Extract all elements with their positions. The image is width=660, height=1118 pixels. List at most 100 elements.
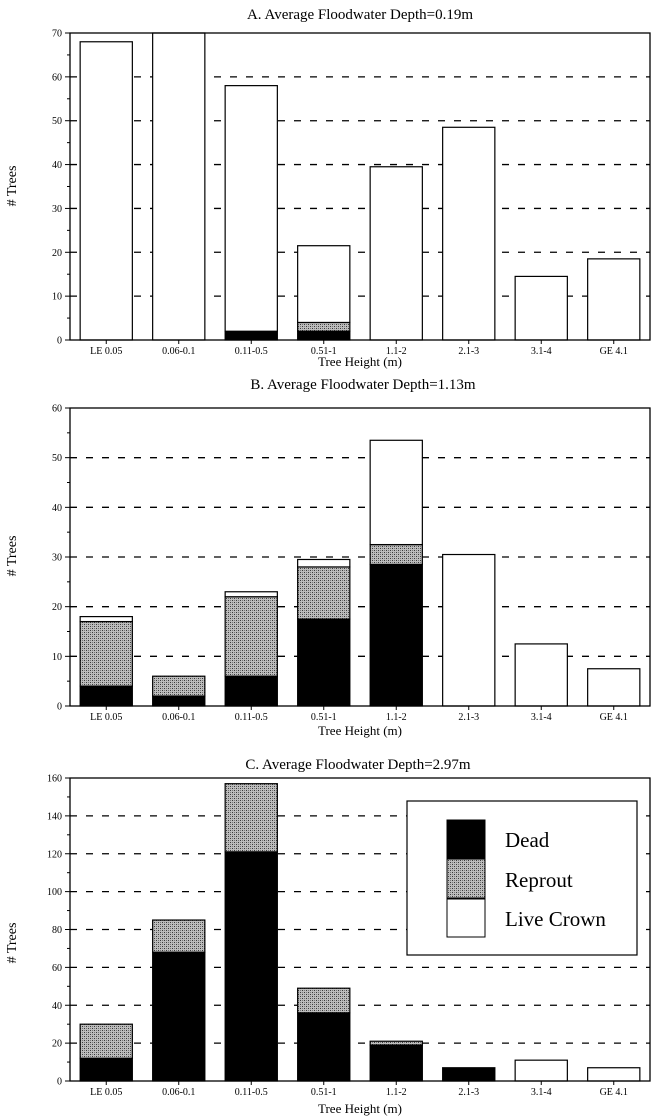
legend-label-reprout: Reprout xyxy=(505,868,573,892)
chart-a-bar-live-crown xyxy=(79,41,133,341)
chart-b-y-tick-label: 40 xyxy=(52,503,62,514)
chart-a-bar-live-crown xyxy=(442,126,496,341)
chart-b-bar-dead xyxy=(79,685,133,707)
chart-a-y-tick-label: 50 xyxy=(52,116,62,127)
chart-c-y-tick-label: 20 xyxy=(52,1039,62,1050)
chart-b-bar-live-crown xyxy=(224,591,278,598)
chart-c-category-label: 0.11-0.5 xyxy=(235,1087,268,1098)
legend-label-dead: Dead xyxy=(505,828,550,852)
chart-a-frame xyxy=(69,32,651,341)
chart-a-bar-dead xyxy=(224,330,278,341)
chart-b-y-tick-label: 50 xyxy=(52,453,62,464)
chart-a-category-label: 0.06-0.1 xyxy=(162,346,195,357)
chart-b-bar-reprout xyxy=(152,675,206,697)
chart-c-y-tick-label: 140 xyxy=(47,811,62,822)
chart-c-category-label: 3.1-4 xyxy=(531,1087,552,1098)
chart-b-category-label: GE 4.1 xyxy=(600,712,628,723)
chart-b-bar-reprout xyxy=(224,596,278,677)
chart-b-bar-reprout xyxy=(369,543,423,566)
chart-b-y-tick-label: 60 xyxy=(52,404,62,415)
chart-a-category-label: 0.51-1 xyxy=(311,346,337,357)
chart-b-bar-dead xyxy=(224,675,278,707)
panel-a: A. Average Floodwater Depth=0.19m # Tree… xyxy=(5,7,651,369)
chart-a-y-tick-label: 0 xyxy=(57,336,62,347)
chart-c-bar-dead xyxy=(224,851,278,1082)
chart-c-bar-reprout xyxy=(79,1023,133,1059)
chart-b-bar-live-crown xyxy=(297,558,351,568)
chart-b-bar-dead xyxy=(152,695,206,707)
chart-c-y-tick-label: 0 xyxy=(57,1077,62,1088)
chart-a-bar-live-crown xyxy=(587,258,641,341)
chart-b-y-tick-label: 0 xyxy=(57,702,62,713)
chart-a-category-label: LE 0.05 xyxy=(90,346,122,357)
chart-a-category-label: 1.1-2 xyxy=(386,346,407,357)
chart-c-ylabel: # Trees xyxy=(5,923,20,964)
chart-c-category-label: 2.1-3 xyxy=(458,1087,479,1098)
chart-c-frame xyxy=(69,777,651,1082)
chart-c-category-label: GE 4.1 xyxy=(600,1087,628,1098)
panel-c: C. Average Floodwater Depth=2.97m # Tree… xyxy=(5,757,651,1116)
chart-a-bar-dead xyxy=(297,330,351,341)
chart-b-bar-live-crown xyxy=(79,615,133,623)
chart-b-category-label: 0.06-0.1 xyxy=(162,712,195,723)
legend-swatch-live-crown xyxy=(446,898,486,938)
chart-b-category-label: 2.1-3 xyxy=(458,712,479,723)
chart-b-plot: LE 0.05 0.06-0.1 0.11-0.5 0.51-1 1.1-2 2.1-3 3… xyxy=(52,404,651,723)
chart-c-bar-dead xyxy=(369,1044,423,1082)
chart-c-bar-reprout xyxy=(369,1040,423,1046)
chart-a-category-label: 0.11-0.5 xyxy=(235,346,268,357)
chart-c-category-label: LE 0.05 xyxy=(90,1087,122,1098)
chart-c-y-tick-label: 80 xyxy=(52,925,62,936)
chart-c-y-tick-label: 40 xyxy=(52,1001,62,1012)
chart-c-bar-dead xyxy=(442,1067,496,1082)
chart-c-y-tick-label: 100 xyxy=(47,887,62,898)
chart-c-category-label: 0.06-0.1 xyxy=(162,1087,195,1098)
chart-a-bar-live-crown xyxy=(369,166,423,341)
chart-b-bar-live-crown xyxy=(514,643,568,707)
chart-b-category-label: 3.1-4 xyxy=(531,712,552,723)
chart-b-ylabel: # Trees xyxy=(5,536,20,577)
chart-b-y-tick-label: 20 xyxy=(52,602,62,613)
chart-b-category-label: 1.1-2 xyxy=(386,712,407,723)
chart-b-bar-reprout xyxy=(79,620,133,687)
chart-b-xlabel: Tree Height (m) xyxy=(318,723,402,738)
chart-a-plot: LE 0.05 0.06-0.1 0.11-0.5 0.51-1 1.1-2 2.1-3 3… xyxy=(52,29,651,357)
chart-b-bar-reprout xyxy=(297,566,351,620)
chart-a-bar-live-crown xyxy=(152,32,206,341)
chart-c-y-tick-label: 60 xyxy=(52,963,62,974)
chart-b-category-label: LE 0.05 xyxy=(90,712,122,723)
chart-c-bar-dead xyxy=(297,1012,351,1082)
chart-a-y-tick-label: 10 xyxy=(52,292,62,303)
chart-b-bar-dead xyxy=(297,618,351,707)
chart-c-y-tick-label: 160 xyxy=(47,774,62,785)
chart-a-bar-reprout xyxy=(297,321,351,332)
chart-c-title: C. Average Floodwater Depth=2.97m xyxy=(245,757,471,773)
chart-a-bar-live-crown xyxy=(224,85,278,332)
chart-a-y-tick-label: 60 xyxy=(52,72,62,83)
chart-a-y-tick-label: 40 xyxy=(52,160,62,171)
legend-label-live-crown: Live Crown xyxy=(505,907,606,931)
chart-b-frame xyxy=(69,407,651,707)
chart-c-bar-dead xyxy=(79,1057,133,1082)
chart-a-bar-live-crown xyxy=(297,245,351,324)
chart-a-y-tick-label: 30 xyxy=(52,204,62,215)
legend: Dead Reprout Live Crown xyxy=(406,800,638,956)
chart-b-bar-live-crown xyxy=(587,668,641,707)
chart-c-bar-live-crown xyxy=(514,1059,568,1082)
chart-b-category-label: 0.11-0.5 xyxy=(235,712,268,723)
chart-b-category-label: 0.51-1 xyxy=(311,712,337,723)
chart-b-y-tick-label: 30 xyxy=(52,553,62,564)
chart-a-title: A. Average Floodwater Depth=0.19m xyxy=(247,7,473,23)
legend-swatch-dead xyxy=(446,819,486,859)
chart-c-bar-reprout xyxy=(224,783,278,853)
panel-b: B. Average Floodwater Depth=1.13m # Tree… xyxy=(5,377,651,738)
chart-a-ylabel: # Trees xyxy=(5,166,20,207)
chart-b-bar-live-crown xyxy=(442,553,496,707)
chart-c-plot: LE 0.05 0.06-0.1 0.11-0.5 0.51-1 1.1-2 2.1-3 3… xyxy=(47,774,651,1098)
legend-swatch-reprout xyxy=(446,858,486,899)
chart-c-bar-reprout xyxy=(152,919,206,953)
chart-c-bar-reprout xyxy=(297,987,351,1014)
chart-c-bar-live-crown xyxy=(587,1067,641,1082)
chart-c-category-label: 0.51-1 xyxy=(311,1087,337,1098)
